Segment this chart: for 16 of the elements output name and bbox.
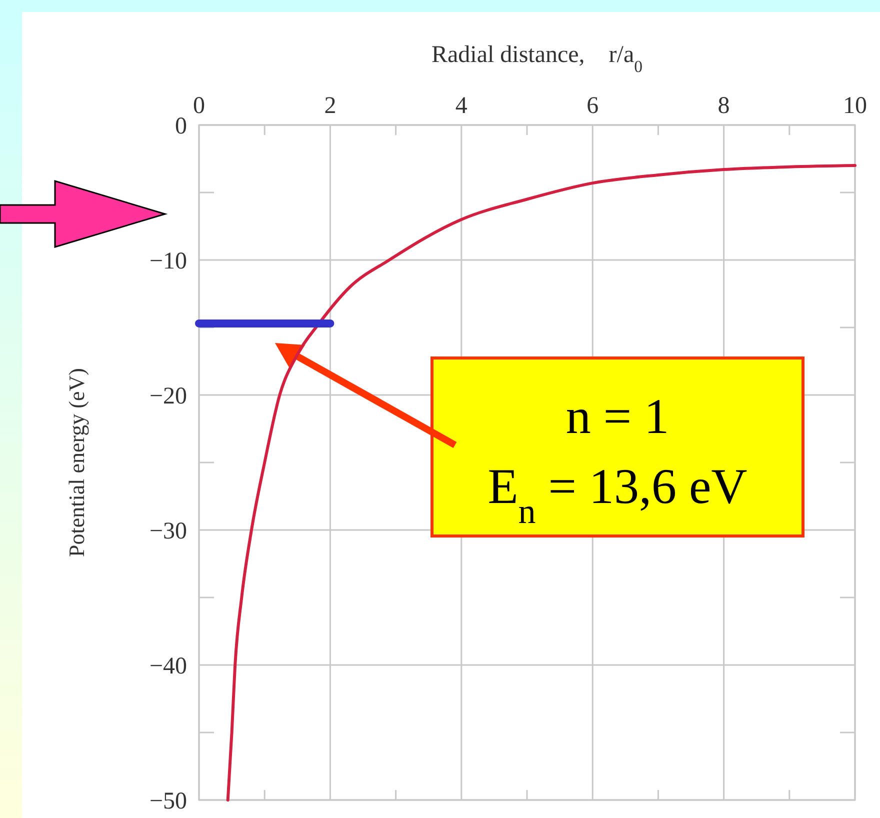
y-tick-label: 0	[175, 113, 187, 140]
line-series	[226, 164, 856, 802]
x-axis-title: Radial distance, r/a$_{0}$	[432, 42, 642, 76]
y-tick-label: −10	[149, 248, 187, 274]
annotation: n = 1 E$_{n}$ = 13,6 eV	[488, 388, 748, 530]
x-tick-label: 8	[718, 93, 730, 119]
x-tick-label: 6	[586, 93, 599, 119]
x-tick-label: 2	[324, 93, 336, 119]
y-tick-label: −40	[149, 653, 187, 680]
y-axis-title: Potential energy (eV)	[64, 368, 89, 557]
x-tick-label: 4	[455, 93, 468, 119]
x-tick-label: 0	[193, 93, 205, 119]
y-tick-label: −30	[149, 518, 187, 544]
y-tick-label: −20	[149, 383, 187, 410]
y-tick-label: −50	[149, 788, 187, 814]
x-tick-label: 10	[843, 93, 867, 119]
